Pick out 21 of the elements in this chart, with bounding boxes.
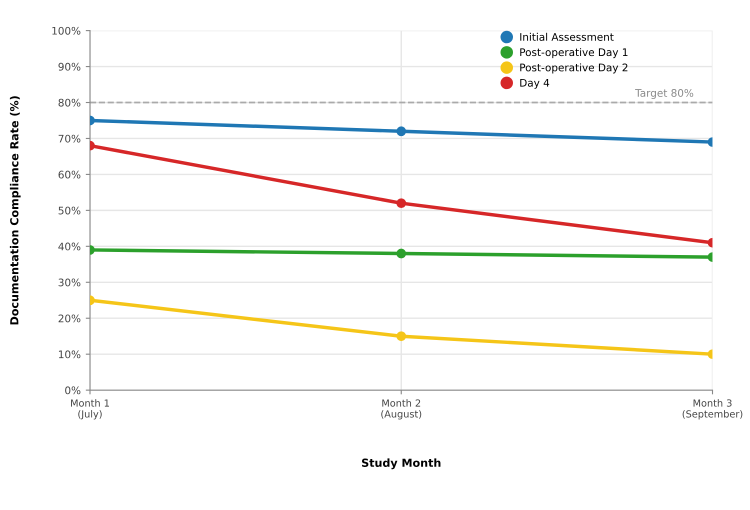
ref-line-label: Target 80% — [635, 89, 694, 99]
y-axis-title: Documentation Compliance Rate (%) — [10, 96, 21, 324]
x-tick-label: Month 3 (September) — [682, 399, 742, 420]
y-tick-label: 100% — [52, 26, 80, 35]
legend-label: Post-operative Day 2 — [520, 63, 628, 74]
y-tick-label: 60% — [58, 170, 80, 179]
y-tick-label: 20% — [58, 314, 80, 322]
y-tick-label: 70% — [58, 134, 80, 143]
y-tick-label: 50% — [58, 206, 80, 214]
legend-label: Post-operative Day 1 — [520, 48, 628, 58]
y-tick-label: 40% — [58, 242, 80, 250]
legend-label: Day 4 — [520, 78, 550, 89]
y-tick-label: 90% — [58, 62, 80, 71]
y-tick-label: 10% — [58, 350, 80, 358]
x-tick-label: Month 1 (July) — [71, 399, 109, 420]
x-axis-title: Study Month — [362, 458, 440, 470]
y-tick-label: 0% — [65, 386, 80, 394]
x-tick-label: Month 2 (August) — [381, 399, 422, 420]
y-tick-label: 30% — [58, 278, 80, 286]
y-tick-label: 80% — [58, 98, 80, 107]
legend-label: Initial Assessment — [520, 32, 614, 41]
